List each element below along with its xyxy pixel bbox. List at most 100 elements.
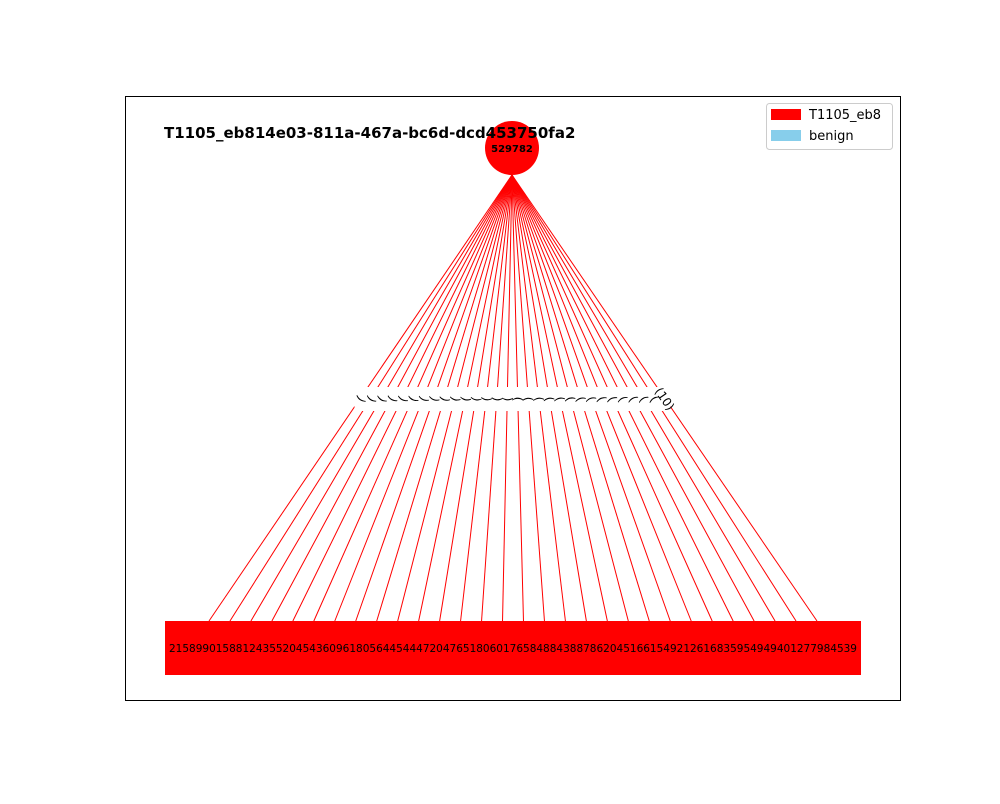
edge-label-background (564, 387, 577, 411)
edge-label: ( (447, 395, 462, 403)
edge-label: ( (416, 394, 431, 404)
edge-label-background (438, 387, 451, 411)
leaf-node (553, 621, 578, 675)
edge-label-background (658, 387, 671, 411)
leaf-node (595, 621, 620, 675)
edge-label-background (427, 387, 440, 411)
leaf-node (197, 621, 221, 675)
edge-label: ( (395, 394, 410, 404)
edge-label: ( (542, 396, 557, 403)
leaf-node (238, 621, 263, 675)
leaf-node (679, 621, 704, 675)
leaf-node (280, 621, 305, 675)
edge-label-background (469, 387, 482, 411)
leaf-node (427, 621, 452, 675)
root-node (485, 121, 539, 175)
edge-label-background (606, 387, 619, 411)
leaf-node (322, 621, 347, 675)
edge-label-background (648, 387, 661, 411)
legend-swatch-attack (771, 109, 801, 120)
legend: T1105_eb8 benign (766, 103, 893, 150)
legend-label-benign: benign (809, 129, 854, 144)
edge-label: ( (647, 393, 661, 404)
edge-label: ( (406, 394, 421, 404)
leaf-node (259, 621, 284, 675)
leaf-node (385, 621, 410, 675)
edge-label-background (385, 387, 398, 411)
leaf-node (721, 621, 746, 675)
edge-label: ( (458, 395, 473, 402)
edge-label-background (459, 387, 472, 411)
edge-label-background (501, 387, 514, 411)
edge-label-background (396, 387, 409, 411)
leaf-node (616, 621, 641, 675)
leaf-node (448, 621, 473, 675)
legend-swatch-benign (771, 130, 801, 141)
leaf-node (763, 621, 788, 675)
edge-label-background (595, 387, 608, 411)
leaf-node (343, 621, 368, 675)
edge-label-background (543, 387, 556, 411)
edge-label-background (417, 387, 430, 411)
edge-label-background (553, 387, 566, 411)
edge-label-background (364, 387, 377, 411)
edge-label: ( (427, 394, 442, 403)
edge-label: ( (552, 395, 567, 403)
leaf-node (511, 621, 536, 675)
axes-frame (125, 96, 901, 701)
edge-label: ( (469, 396, 484, 403)
leaf-row-labels: 2158990158812435520454360961805644544472… (169, 643, 857, 655)
edge-labels-group: ((((((((((((((((((((((((((((((10) (353, 385, 677, 413)
edge-label: ( (594, 394, 609, 404)
edge-label-background (532, 387, 545, 411)
leaf-node (658, 621, 683, 675)
edge-label: ( (573, 395, 588, 404)
leaf-nodes-group (197, 621, 829, 675)
edge-label: ( (636, 393, 650, 404)
edge-label: ( (615, 394, 630, 404)
edge-label: ( (364, 393, 378, 404)
leaf-node (469, 621, 494, 675)
leaf-node (637, 621, 662, 675)
edge-label-background (574, 387, 587, 411)
edge-label-background (480, 387, 493, 411)
legend-label-attack: T1105_eb8 (808, 108, 881, 123)
edge-label: ( (521, 396, 535, 402)
edge-label: ( (511, 397, 525, 402)
edge-label: ( (385, 394, 400, 405)
edge-label-background (490, 387, 503, 411)
root-node-label: 529782 (491, 144, 533, 155)
edge-label: ( (500, 397, 514, 402)
leaf-node (364, 621, 389, 675)
leaf-node (217, 621, 242, 675)
edge-label: ( (626, 394, 641, 405)
edge-label: ( (353, 393, 367, 405)
leaf-node (532, 621, 557, 675)
edge-label: ( (605, 394, 620, 404)
edge-label-background (522, 387, 535, 411)
leaf-node (490, 621, 515, 675)
leaf-node (700, 621, 725, 675)
edge-label: ( (531, 396, 545, 402)
edge-label: ( (563, 395, 578, 403)
leaf-node (742, 621, 767, 675)
edge-label-background (354, 387, 367, 411)
edge-label-background (406, 387, 419, 411)
leaf-node (784, 621, 809, 675)
edge-label: ( (479, 396, 493, 402)
edge-label: ( (374, 393, 388, 404)
edge-label: ( (584, 394, 599, 403)
leaf-node (574, 621, 599, 675)
edge-label-background (448, 387, 461, 411)
leaf-node (301, 621, 326, 675)
edge-label-background (616, 387, 629, 411)
edge-label: ( (437, 395, 452, 404)
leaf-node (406, 621, 431, 675)
edge-label-background (627, 387, 640, 411)
graph-title: T1105_eb814e03-811a-467a-bc6d-dcd453750f… (164, 124, 575, 142)
edge-label: ( (490, 396, 504, 402)
edge-label-background (375, 387, 388, 411)
edge-label-background (511, 387, 524, 411)
